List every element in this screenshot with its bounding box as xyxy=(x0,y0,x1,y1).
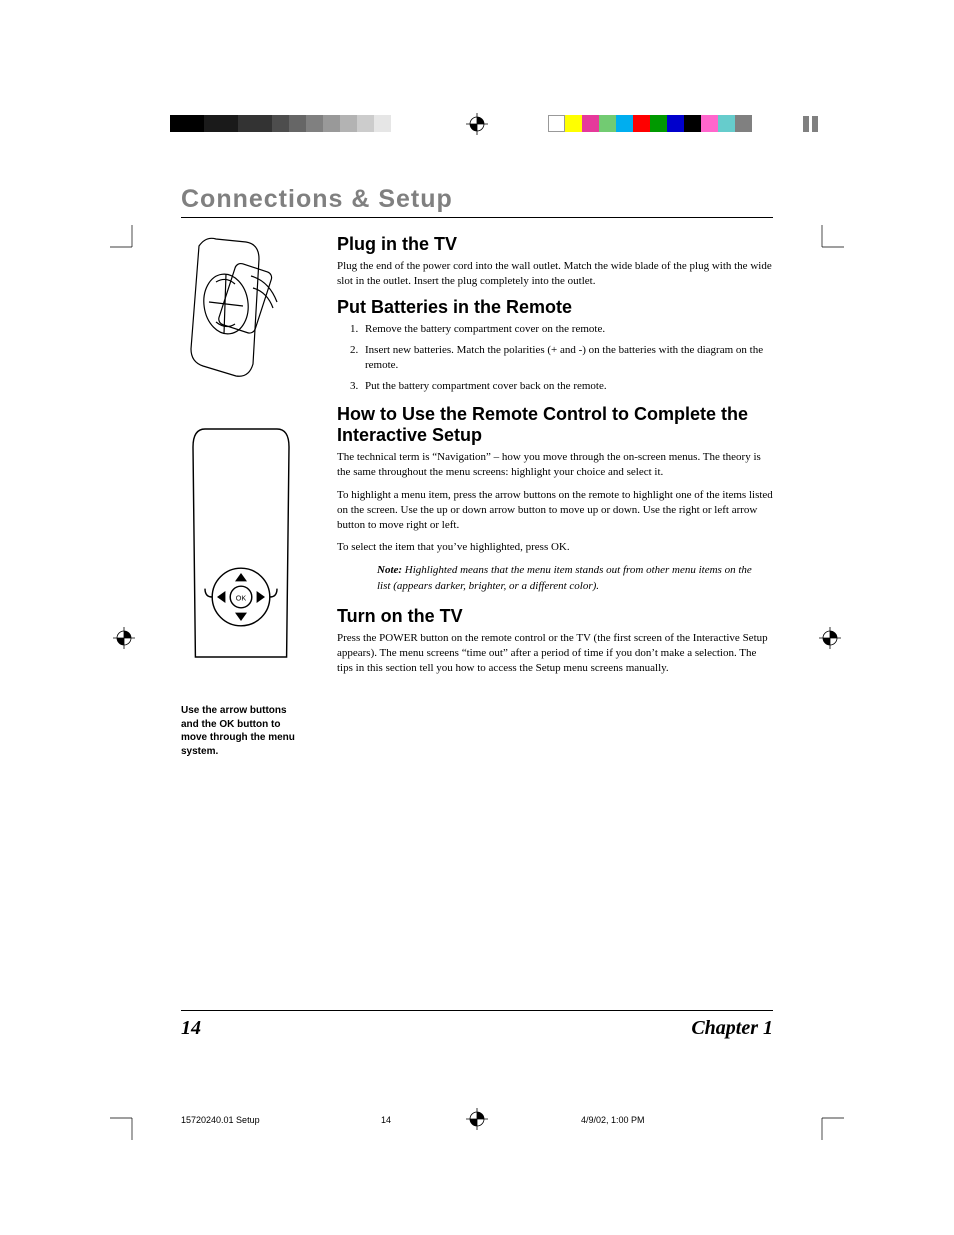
note-text: Highlighted means that the menu item sta… xyxy=(377,564,752,591)
main-text-column: Plug in the TV Plug the end of the power… xyxy=(323,234,773,758)
crop-mark-tl xyxy=(110,225,140,255)
registration-target-left-icon xyxy=(113,627,135,649)
illustration-caption: Use the arrow buttons and the OK button … xyxy=(181,704,301,758)
registration-top xyxy=(0,115,954,143)
body-turn-on: Press the POWER button on the remote con… xyxy=(337,631,773,676)
body-nav-2: To highlight a menu item, press the arro… xyxy=(337,488,773,533)
heading-turn-on: Turn on the TV xyxy=(337,606,773,627)
list-item: Remove the battery compartment cover on … xyxy=(361,322,773,337)
page-number: 14 xyxy=(181,1017,201,1040)
crop-mark-br xyxy=(814,1110,844,1140)
heading-plug-in: Plug in the TV xyxy=(337,234,773,255)
list-item: Insert new batteries. Match the polariti… xyxy=(361,343,773,373)
remote-batteries-illustration xyxy=(181,234,301,394)
page-footer: 14 Chapter 1 xyxy=(181,1010,773,1040)
body-nav-3: To select the item that you’ve highlight… xyxy=(337,540,773,555)
heading-remote-setup: How to Use the Remote Control to Complet… xyxy=(337,404,773,446)
body-nav-1: The technical term is “Navigation” – how… xyxy=(337,450,773,480)
crop-mark-tr xyxy=(814,225,844,255)
body-plug-in: Plug the end of the power cord into the … xyxy=(337,259,773,289)
registration-target-icon xyxy=(466,113,488,135)
registration-target-icon xyxy=(800,113,822,135)
section-title: Connections & Setup xyxy=(181,185,773,218)
meta-filename: 15720240.01 Setup xyxy=(181,1115,381,1125)
page-content: Connections & Setup xyxy=(181,185,773,758)
registration-target-bottom-icon xyxy=(466,1108,488,1130)
chapter-label: Chapter 1 xyxy=(691,1017,773,1040)
batteries-steps-list: Remove the battery compartment cover on … xyxy=(337,322,773,394)
meta-datetime: 4/9/02, 1:00 PM xyxy=(581,1115,771,1125)
remote-nav-illustration: OK xyxy=(181,423,301,663)
svg-text:OK: OK xyxy=(236,594,247,603)
list-item: Put the battery compartment cover back o… xyxy=(361,379,773,394)
note-label: Note: xyxy=(377,564,402,576)
sidebar-illustrations: OK Use the arrow buttons and the OK butt… xyxy=(181,234,323,758)
color-bar xyxy=(548,115,752,132)
heading-batteries: Put Batteries in the Remote xyxy=(337,297,773,318)
crop-mark-bl xyxy=(110,1110,140,1140)
grayscale-bar xyxy=(170,115,391,132)
note-highlight: Note: Highlighted means that the menu it… xyxy=(337,563,773,594)
registration-target-right-icon xyxy=(819,627,841,649)
